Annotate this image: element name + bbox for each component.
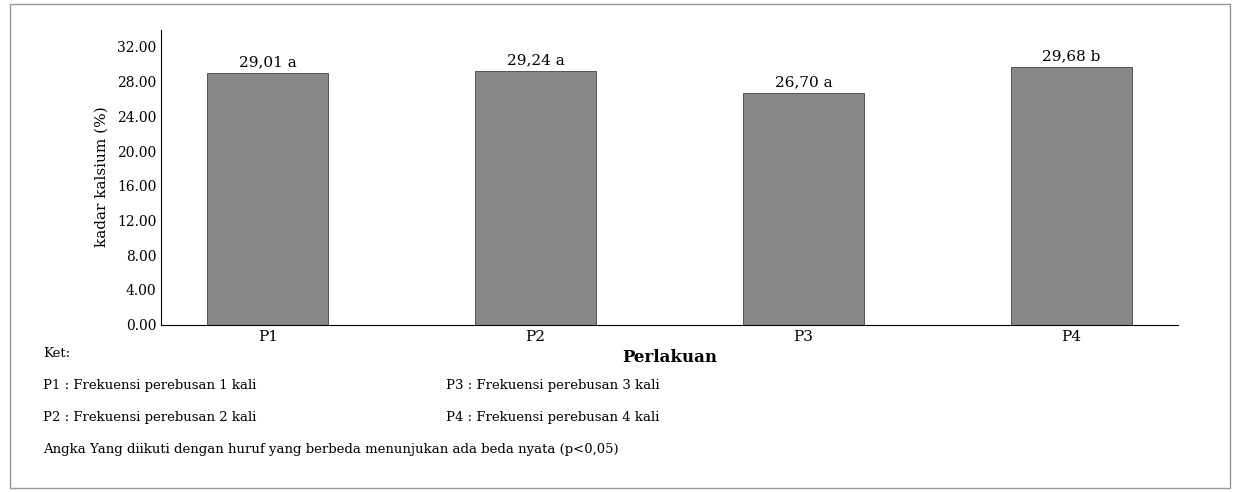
Text: P2 : Frekuensi perebusan 2 kali: P2 : Frekuensi perebusan 2 kali	[43, 411, 257, 424]
Text: 29,01 a: 29,01 a	[239, 56, 296, 69]
Text: P1 : Frekuensi perebusan 1 kali: P1 : Frekuensi perebusan 1 kali	[43, 379, 257, 392]
X-axis label: Perlakuan: Perlakuan	[622, 349, 717, 366]
Y-axis label: kadar kalsium (%): kadar kalsium (%)	[94, 107, 109, 247]
Text: 29,68 b: 29,68 b	[1043, 50, 1101, 63]
Text: P4 : Frekuensi perebusan 4 kali: P4 : Frekuensi perebusan 4 kali	[446, 411, 660, 424]
Bar	[743, 93, 864, 325]
Bar	[207, 73, 329, 325]
Bar	[1011, 67, 1132, 325]
Text: 26,70 a: 26,70 a	[775, 75, 832, 90]
Bar	[475, 71, 596, 325]
Text: Ket:: Ket:	[43, 347, 71, 360]
Text: Angka Yang diikuti dengan huruf yang berbeda menunjukan ada beda nyata (p<0,05): Angka Yang diikuti dengan huruf yang ber…	[43, 443, 619, 456]
Text: 29,24 a: 29,24 a	[507, 53, 564, 67]
Text: P3 : Frekuensi perebusan 3 kali: P3 : Frekuensi perebusan 3 kali	[446, 379, 660, 392]
